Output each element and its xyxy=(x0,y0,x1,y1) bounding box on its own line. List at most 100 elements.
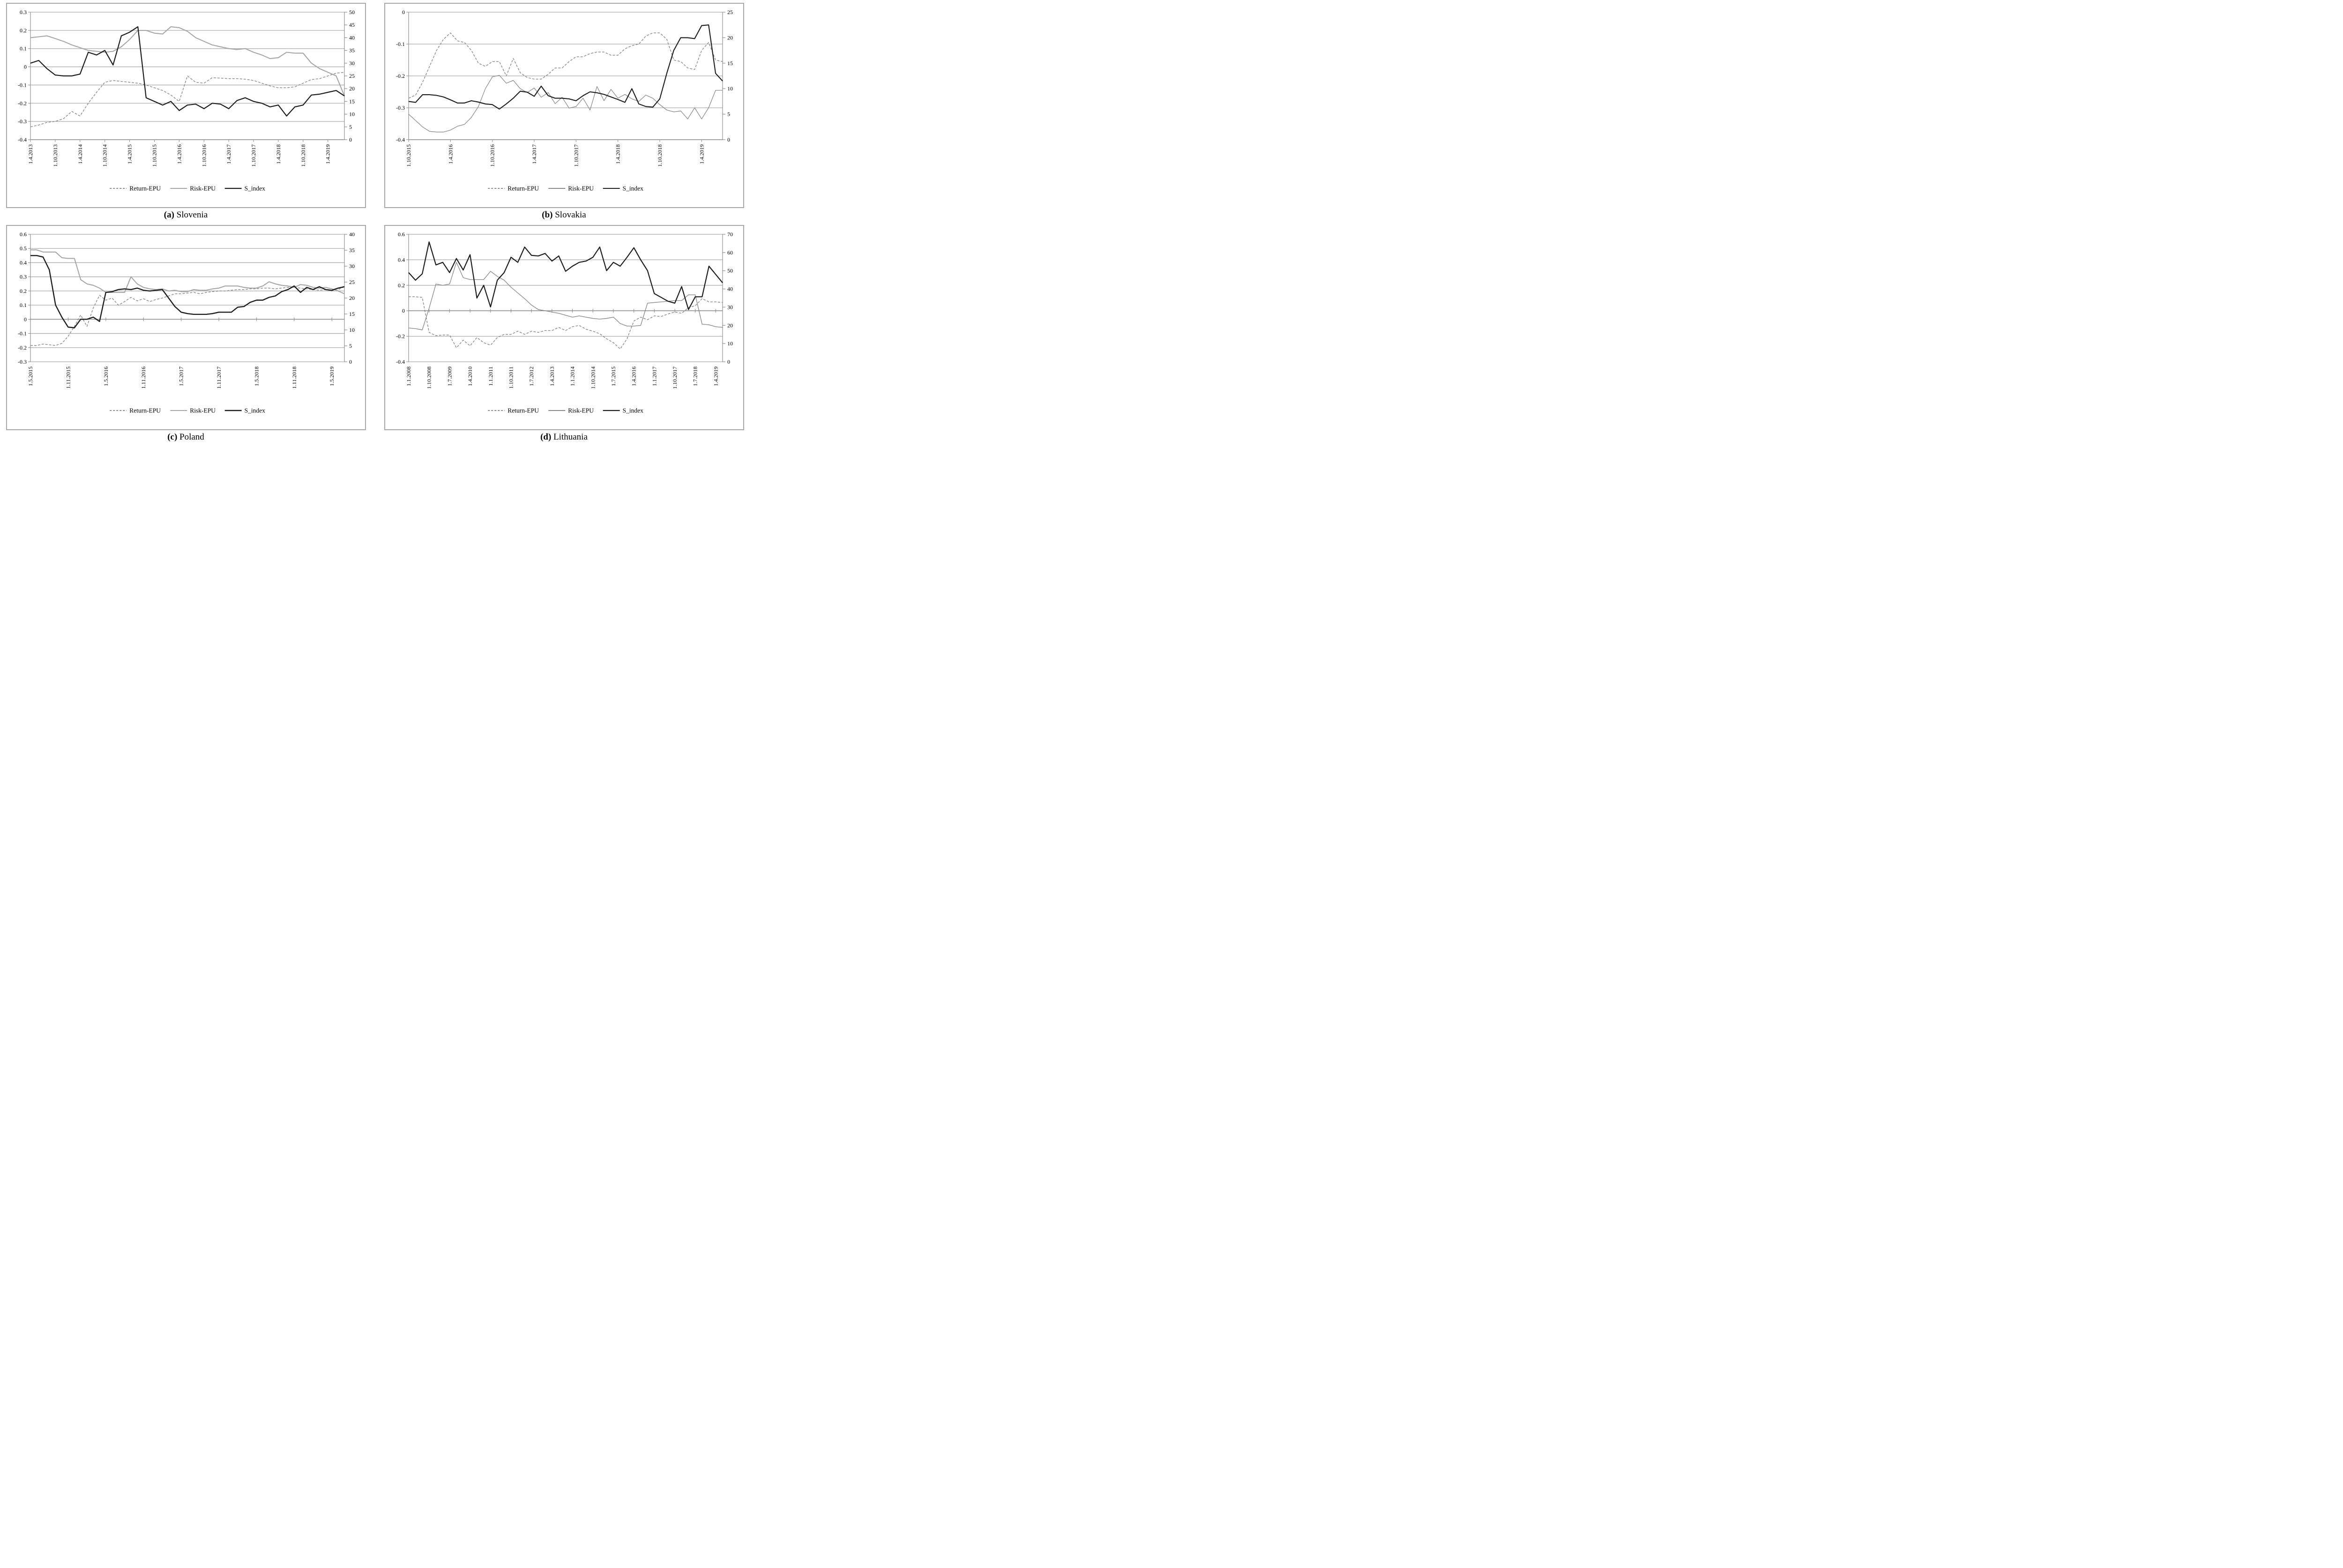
legend-item-risk_epu: Risk-EPU xyxy=(548,185,594,192)
x-axis-tick-label: 1.7.2012 xyxy=(528,366,535,386)
x-axis-tick-label: 1.4.2016 xyxy=(630,366,637,386)
right-axis-tick-label: 15 xyxy=(349,98,355,105)
series-line-risk_epu xyxy=(30,26,345,97)
right-axis-tick-label: 50 xyxy=(727,268,733,274)
chart-cell-poland: 0.6 0.5 0.4 0.3 0.2 0.1 0 -0.1 -0.2 -0.3 40 35 30 25 2… xyxy=(5,225,367,442)
x-axis-tick-label: 1.1.2008 xyxy=(405,366,412,386)
x-axis-tick-label: 1.5.2016 xyxy=(102,366,109,386)
right-axis-tick-label: 15 xyxy=(727,60,733,67)
right-axis-tick-label: 25 xyxy=(727,9,733,15)
x-axis-tick-label: 1.1.2014 xyxy=(569,366,575,386)
x-axis-tick-label: 1.10.2014 xyxy=(589,366,596,389)
right-axis-tick-label: 0 xyxy=(727,136,730,143)
x-axis-tick-label: 1.7.2015 xyxy=(610,366,616,386)
caption-letter: (a) xyxy=(164,210,174,220)
x-axis-tick-label: 1.10.2016 xyxy=(489,144,495,167)
series-line-risk_epu xyxy=(30,249,344,294)
left-axis-tick-label: -0.4 xyxy=(18,136,27,143)
x-axis-tick-label: 1.10.2008 xyxy=(425,366,432,389)
series-line-s_index xyxy=(408,24,723,110)
right-axis-tick-label: 45 xyxy=(349,22,355,28)
right-axis-tick-label: 15 xyxy=(349,311,355,317)
right-axis-tick-label: 25 xyxy=(349,279,355,285)
left-axis-tick-label: -0.3 xyxy=(18,358,27,365)
legend-label-s_index: S_index xyxy=(244,185,265,192)
legend-label-return_epu: Return-EPU xyxy=(507,407,539,414)
chart-box-lithuania: 0.6 0.4 0.2 0 -0.2 -0.4 70 60 50 40 30 20 10 0 1.1.200… xyxy=(384,225,744,430)
chart-caption-slovakia: (b) Slovakia xyxy=(542,210,586,220)
right-axis-tick-label: 10 xyxy=(349,111,355,118)
right-axis-tick-label: 40 xyxy=(727,286,733,292)
x-axis-tick-label: 1.10.2011 xyxy=(507,366,514,389)
legend-label-risk_epu: Risk-EPU xyxy=(568,407,594,414)
left-axis-tick-label: 0.5 xyxy=(20,245,27,252)
chart-caption-slovenia: (a) Slovenia xyxy=(164,210,208,220)
series-line-return_epu xyxy=(408,32,723,99)
legend-item-return_epu: Return-EPU xyxy=(109,407,161,414)
left-axis-tick-label: -0.2 xyxy=(18,344,27,351)
left-axis-tick-label: 0.4 xyxy=(20,259,27,266)
left-axis-tick-label: 0 xyxy=(402,307,405,314)
legend-item-s_index: S_index xyxy=(603,407,643,414)
chart-caption-poland: (c) Poland xyxy=(167,432,204,442)
right-axis-tick-label: 20 xyxy=(349,295,355,301)
x-axis-tick-label: 1.5.2017 xyxy=(178,366,184,386)
right-axis-tick-label: 35 xyxy=(349,47,355,54)
legend-label-return_epu: Return-EPU xyxy=(129,407,161,414)
x-axis-tick-label: 1.5.2019 xyxy=(328,366,335,386)
left-axis-tick-label: -0.2 xyxy=(18,100,27,106)
left-axis-tick-label: 0.1 xyxy=(20,45,27,52)
left-axis-tick-label: 0.2 xyxy=(20,27,27,34)
left-axis-tick-label: -0.4 xyxy=(396,358,405,365)
right-axis-tick-label: 0 xyxy=(349,358,352,365)
x-axis-tick-label: 1.4.2016 xyxy=(176,144,182,164)
chart-box-poland: 0.6 0.5 0.4 0.3 0.2 0.1 0 -0.1 -0.2 -0.3 40 35 30 25 2… xyxy=(6,225,366,430)
x-axis-tick-label: 1.4.2019 xyxy=(712,366,719,386)
left-axis-tick-label: -0.4 xyxy=(396,136,405,143)
right-axis-tick-label: 5 xyxy=(349,343,352,349)
series-line-return_epu xyxy=(408,296,723,350)
left-axis-tick-label: 0.4 xyxy=(398,256,405,263)
legend-label-s_index: S_index xyxy=(622,185,643,192)
left-axis-tick-label: -0.3 xyxy=(396,105,405,111)
legend-item-return_epu: Return-EPU xyxy=(109,185,161,192)
x-axis-tick-label: 1.4.2017 xyxy=(225,144,232,164)
caption-country: Slovenia xyxy=(176,210,208,220)
left-axis-tick-label: -0.1 xyxy=(18,330,27,337)
series-line-risk_epu xyxy=(408,262,723,330)
right-axis-tick-label: 50 xyxy=(349,9,355,15)
legend-item-risk_epu: Risk-EPU xyxy=(548,407,594,414)
figure-page: 0.3 0.2 0.1 0 -0.1 -0.2 -0.3 -0.4 50 45 40 35 30 25 20… xyxy=(0,0,750,445)
x-axis-tick-label: 1.4.2015 xyxy=(126,144,133,164)
chart-canvas-slovakia: 0 -0.1 -0.2 -0.3 -0.4 25 20 15 10 5 0 1.10.2015 1.4.… xyxy=(396,9,733,192)
caption-country: Slovakia xyxy=(555,210,586,220)
x-axis-tick-label: 1.7.2009 xyxy=(446,366,453,386)
x-axis-tick-label: 1.4.2016 xyxy=(447,144,454,164)
x-axis-tick-label: 1.10.2017 xyxy=(672,366,678,389)
caption-letter: (c) xyxy=(167,432,178,442)
right-axis-tick-label: 25 xyxy=(349,73,355,79)
x-axis-tick-label: 1.4.2019 xyxy=(698,144,705,164)
x-axis-tick-label: 1.10.2016 xyxy=(201,144,207,167)
left-axis-tick-label: -0.1 xyxy=(18,82,27,88)
caption-letter: (b) xyxy=(542,210,553,220)
right-axis-tick-label: 10 xyxy=(727,85,733,92)
left-axis-tick-label: 0.6 xyxy=(398,231,405,238)
x-axis-tick-label: 1.10.2013 xyxy=(52,144,58,167)
chart-canvas-poland: 0.6 0.5 0.4 0.3 0.2 0.1 0 -0.1 -0.2 -0.3 40 35 30 25 2… xyxy=(18,231,355,414)
legend-item-return_epu: Return-EPU xyxy=(487,185,539,192)
legend-item-s_index: S_index xyxy=(224,407,265,414)
right-axis-tick-label: 40 xyxy=(349,231,355,238)
legend-label-return_epu: Return-EPU xyxy=(129,185,161,192)
right-axis-tick-label: 0 xyxy=(349,136,352,143)
series-line-risk_epu xyxy=(408,75,723,133)
x-axis-tick-label: 1.10.2015 xyxy=(151,144,157,167)
x-axis-tick-label: 1.11.2016 xyxy=(140,366,147,389)
chart-canvas-lithuania: 0.6 0.4 0.2 0 -0.2 -0.4 70 60 50 40 30 20 10 0 1.1.200… xyxy=(396,231,733,414)
series-line-return_epu xyxy=(30,286,344,346)
chart-canvas-slovenia: 0.30.20.10-0.1-0.2-0.3-0.450454035302520… xyxy=(18,9,355,192)
x-axis-tick-label: 1.10.2015 xyxy=(405,144,412,167)
legend-label-s_index: S_index xyxy=(244,407,265,414)
x-axis-tick-label: 1.4.2017 xyxy=(531,144,537,164)
left-axis-tick-label: 0.1 xyxy=(20,302,27,308)
